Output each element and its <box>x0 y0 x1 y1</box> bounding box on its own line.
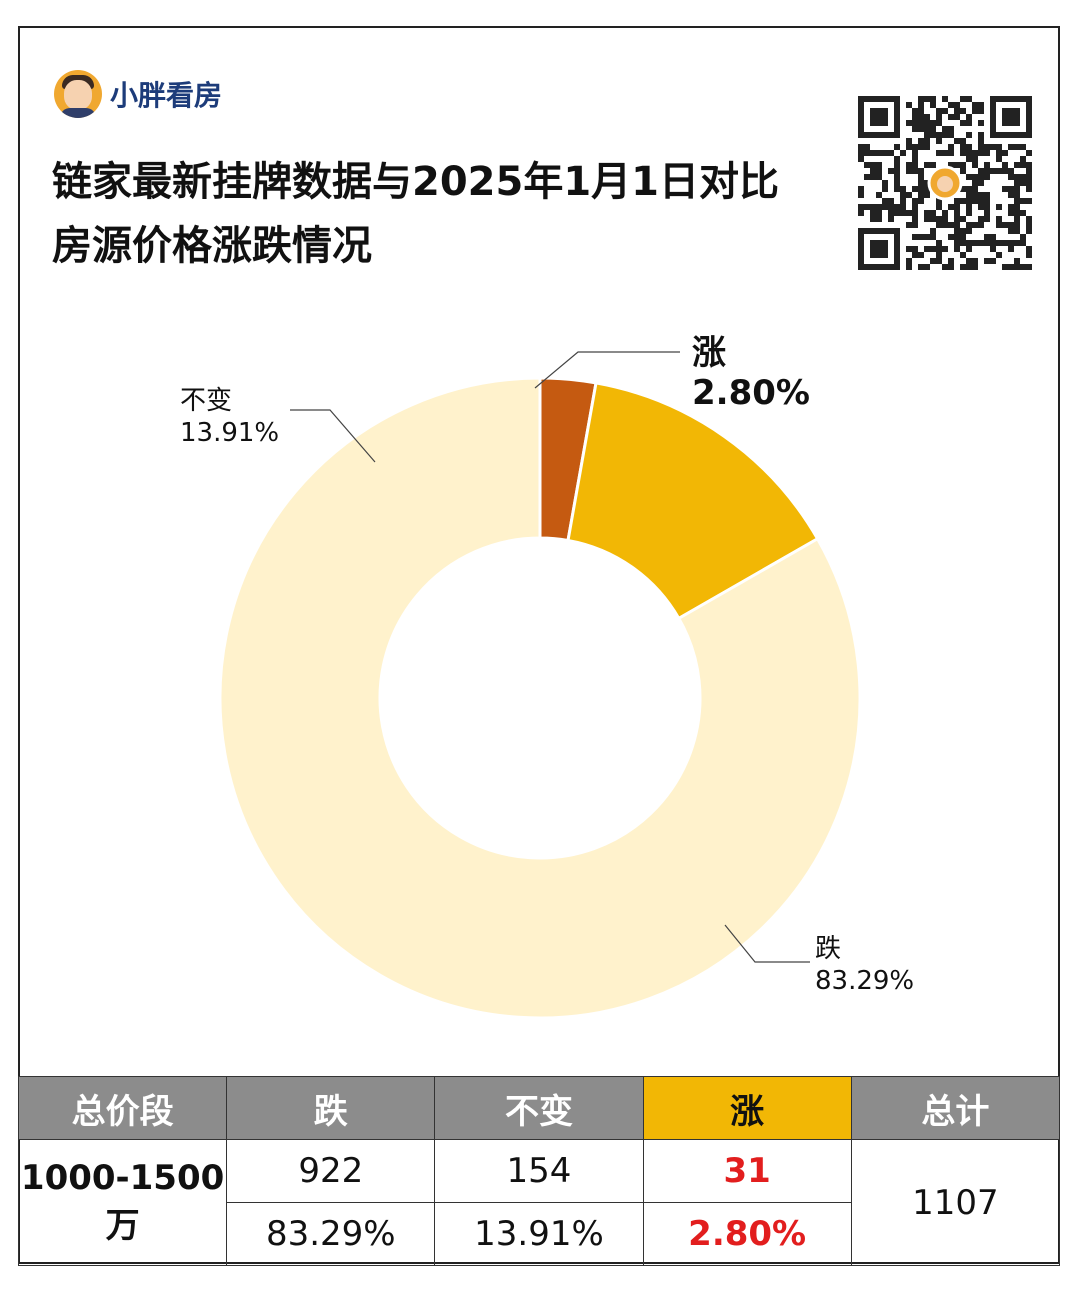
title-line-1: 链家最新挂牌数据与2025年1月1日对比 <box>52 159 779 205</box>
leader-line-flat <box>290 409 376 463</box>
table-header-row: 总价段 跌 不变 涨 总计 <box>17 1076 1061 1140</box>
percent-flat: 13.91% <box>434 1202 644 1266</box>
page-title: 链家最新挂牌数据与2025年1月1日对比 房源价格涨跌情况 <box>52 150 779 278</box>
summary-table: 总价段 跌 不变 涨 总计 1000-1500万 922 154 31 1107… <box>17 1076 1061 1266</box>
donut-chart: 涨 2.80% 不变 13.91% 跌 83.29% <box>180 333 914 1020</box>
segment-cell: 1000-1500万 <box>17 1139 228 1266</box>
brand: 小胖看房 <box>54 70 222 118</box>
header-segment: 总价段 <box>17 1076 228 1140</box>
avatar <box>54 70 102 118</box>
table-row: 83.29% 13.91% 2.80% <box>19 1202 1060 1266</box>
table-row: 1000-1500万 922 154 31 1107 <box>17 1139 1061 1266</box>
header-down: 跌 <box>226 1076 436 1140</box>
slice-flat <box>566 381 820 621</box>
leader-line-down <box>724 924 810 963</box>
header-up: 涨 <box>642 1076 852 1140</box>
count-up: 31 <box>642 1139 852 1203</box>
count-down: 922 <box>226 1139 436 1203</box>
label-up-name: 涨 <box>692 333 726 373</box>
brand-name: 小胖看房 <box>110 79 223 112</box>
count-flat: 154 <box>434 1139 644 1203</box>
leader-line-up <box>534 351 680 389</box>
label-flat-name: 不变 <box>180 386 232 416</box>
label-down-name: 跌 <box>815 934 841 964</box>
title-line-2: 房源价格涨跌情况 <box>52 223 372 269</box>
slice-down <box>218 376 862 1020</box>
percent-down: 83.29% <box>226 1202 436 1266</box>
header-total: 总计 <box>850 1076 1061 1140</box>
label-down-value: 83.29% <box>815 966 914 996</box>
percent-up: 2.80% <box>642 1202 852 1266</box>
label-flat-value: 13.91% <box>180 418 279 448</box>
header-flat: 不变 <box>434 1076 644 1140</box>
qr-code-icon <box>858 96 1032 270</box>
total-cell: 1107 <box>850 1139 1061 1266</box>
label-up-value: 2.80% <box>692 373 810 413</box>
